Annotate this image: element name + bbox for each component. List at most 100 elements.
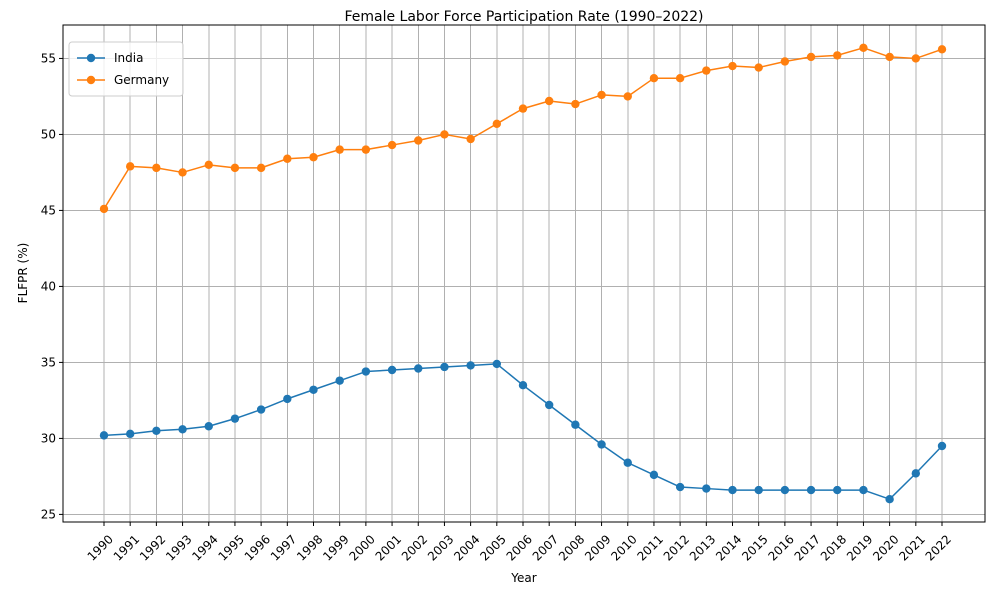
data-point-india (754, 485, 763, 495)
data-point-india (675, 482, 685, 492)
x-tick-label: 1997 (268, 532, 299, 563)
x-tick-label: 2017 (792, 532, 823, 563)
data-point-germany (414, 136, 423, 145)
data-point-india (702, 484, 711, 493)
x-tick-label: 2022 (923, 532, 954, 563)
x-tick-label: 1993 (163, 532, 194, 563)
data-point-germany (492, 119, 502, 128)
data-point-india (937, 441, 947, 451)
x-tick-label: 2020 (870, 532, 901, 563)
chart-title: Female Labor Force Participation Rate (1… (344, 9, 703, 25)
data-point-germany (309, 153, 318, 162)
data-point-india (859, 485, 868, 495)
data-point-germany (571, 99, 580, 109)
data-point-india (623, 458, 632, 467)
plot-area-frame (62, 24, 986, 523)
data-point-germany (178, 168, 187, 177)
data-point-india (283, 394, 292, 404)
data-point-india (597, 440, 606, 449)
legend-marker-india (86, 53, 96, 63)
x-tick-label: 2021 (896, 532, 927, 563)
x-axis-label: Year (510, 571, 536, 585)
data-point-germany (728, 61, 737, 71)
x-tick-label: 2015 (739, 532, 770, 563)
data-point-india (125, 429, 135, 439)
data-point-germany (702, 66, 711, 75)
data-point-germany (780, 57, 790, 66)
data-point-india (649, 470, 659, 480)
data-point-india (414, 364, 423, 373)
data-point-germany (937, 45, 947, 54)
legend-label-germany: Germany (114, 73, 169, 87)
x-tick-label: 1999 (320, 532, 351, 563)
data-point-germany (518, 104, 528, 113)
data-point-germany (152, 163, 161, 173)
data-point-germany (99, 204, 109, 214)
legend-frame (68, 41, 184, 97)
data-point-india (178, 425, 187, 434)
legend: India Germany (68, 41, 184, 97)
x-tick-label: 1996 (242, 532, 273, 563)
data-point-germany (125, 162, 135, 171)
data-point-germany (675, 73, 685, 83)
data-point-germany (649, 73, 659, 83)
x-tick-label: 1991 (111, 532, 142, 563)
x-tick-label: 2011 (634, 532, 665, 563)
x-axis: 1990199119921993199419951996199719981999… (85, 522, 954, 564)
legend-label-india: India (114, 51, 143, 65)
x-tick-label: 2013 (687, 532, 718, 563)
data-point-india (152, 426, 161, 436)
x-tick-label: 2019 (844, 532, 875, 563)
x-tick-label: 2008 (556, 532, 587, 563)
data-point-india (885, 495, 894, 504)
data-point-india (833, 485, 842, 495)
legend-item-germany: Germany (77, 73, 169, 87)
x-tick-label: 1992 (137, 532, 168, 563)
x-tick-label: 2002 (399, 532, 430, 563)
data-point-india (335, 376, 344, 385)
x-tick-label: 1994 (189, 532, 220, 563)
y-tick-label: 25 (41, 508, 56, 522)
data-point-germany (335, 145, 344, 154)
data-point-germany (911, 54, 921, 63)
x-tick-label: 1990 (85, 532, 116, 563)
x-tick-label: 2004 (451, 532, 482, 563)
data-point-germany (623, 92, 632, 101)
data-point-germany (230, 163, 240, 173)
x-tick-label: 2001 (373, 532, 404, 563)
x-tick-label: 2005 (477, 532, 508, 563)
y-axis-label: FLFPR (%) (16, 243, 30, 304)
data-point-germany (283, 154, 292, 163)
data-point-india (256, 405, 266, 414)
data-point-germany (597, 90, 606, 100)
x-tick-label: 2003 (425, 532, 456, 563)
data-point-india (309, 385, 318, 394)
data-point-germany (466, 134, 475, 144)
data-point-india (492, 359, 502, 369)
data-point-germany (204, 160, 213, 170)
x-tick-label: 2010 (608, 532, 639, 563)
data-point-india (99, 431, 109, 440)
x-tick-label: 2014 (713, 532, 744, 563)
x-tick-label: 2007 (530, 532, 561, 563)
data-point-india (204, 422, 213, 431)
y-tick-label: 50 (41, 128, 56, 142)
data-point-germany (361, 145, 371, 154)
x-tick-label: 2018 (818, 532, 849, 563)
data-point-india (544, 400, 554, 410)
data-point-germany (885, 52, 894, 62)
data-point-germany (806, 52, 816, 62)
x-tick-label: 2006 (504, 532, 535, 563)
data-point-germany (754, 63, 763, 72)
data-point-india (571, 420, 580, 429)
legend-marker-germany (86, 75, 96, 85)
data-point-india (387, 365, 397, 375)
y-tick-label: 55 (41, 52, 56, 66)
y-tick-label: 35 (41, 356, 56, 370)
x-tick-label: 2009 (582, 532, 613, 563)
y-tick-label: 30 (41, 432, 56, 446)
data-point-india (440, 362, 449, 372)
series-layer (99, 43, 947, 504)
series-india (99, 359, 947, 504)
